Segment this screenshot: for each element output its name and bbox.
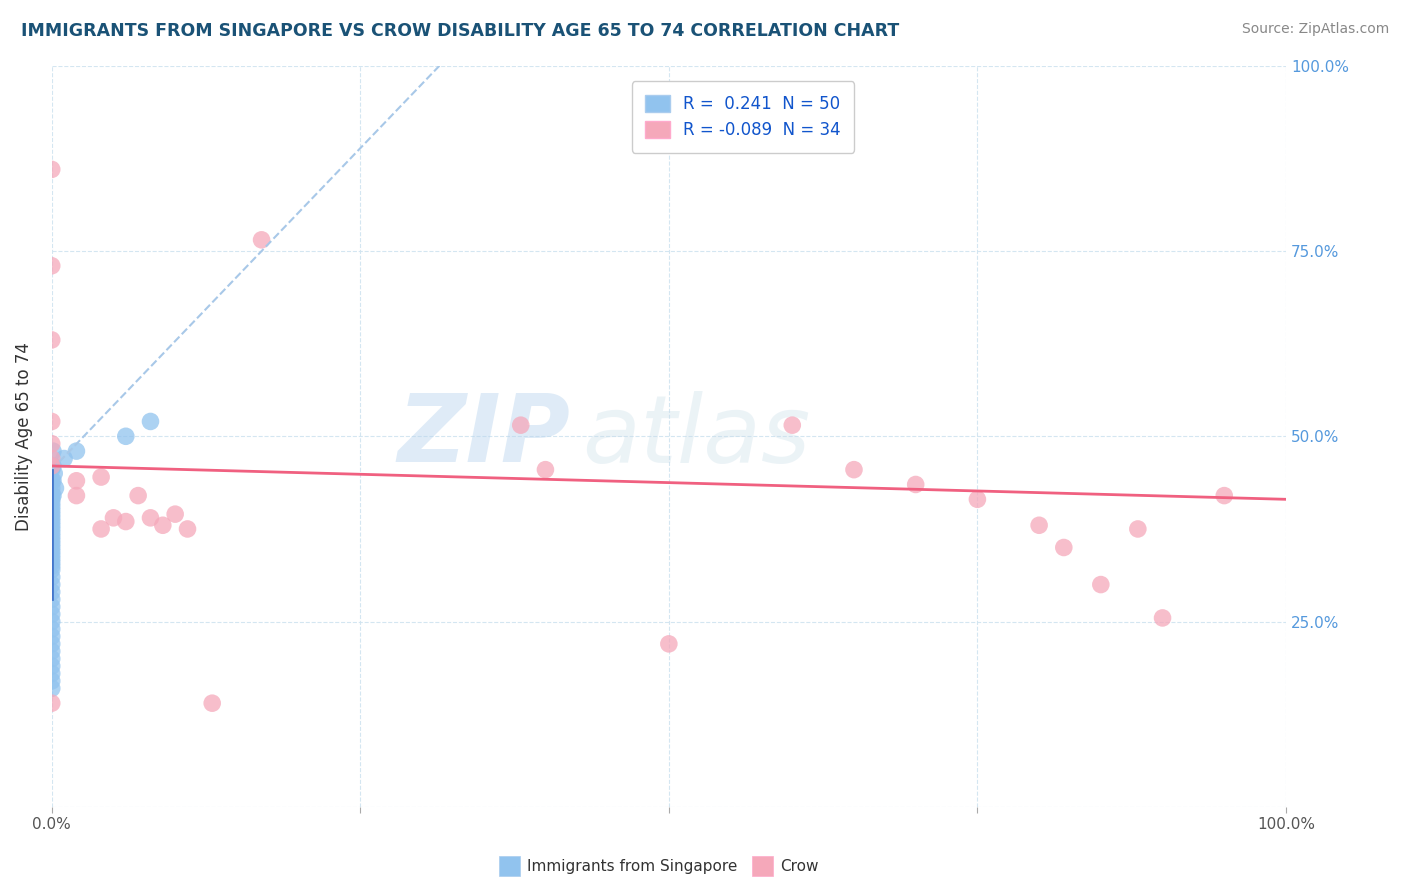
Point (41, 515, 63, 529)
Point (41, 541, 63, 555)
Text: Immigrants from Singapore: Immigrants from Singapore (527, 859, 738, 873)
Point (44, 467, 66, 481)
Text: Crow: Crow (780, 859, 818, 873)
Point (114, 429, 136, 443)
Point (65, 444, 87, 458)
Point (1053, 541, 1076, 555)
Point (1090, 577, 1112, 591)
Point (41, 559, 63, 574)
Point (41, 496, 63, 510)
Point (41, 518, 63, 533)
Point (1126, 522, 1149, 536)
Point (41, 585, 63, 599)
Point (41, 522, 63, 536)
Y-axis label: Disability Age 65 to 74: Disability Age 65 to 74 (15, 342, 32, 531)
Point (201, 696, 224, 710)
Point (41, 599, 63, 614)
Point (41, 529, 63, 543)
Point (250, 233, 273, 247)
Point (41, 696, 63, 710)
Point (1213, 489, 1236, 503)
Point (966, 492, 988, 507)
Point (176, 522, 198, 536)
Point (41, 537, 63, 551)
Point (103, 511, 125, 525)
Point (780, 418, 803, 433)
Point (41, 474, 63, 488)
Point (41, 681, 63, 696)
Point (42, 489, 65, 503)
Point (534, 463, 557, 477)
Point (1028, 518, 1050, 533)
Point (42, 458, 65, 473)
Point (41, 630, 63, 644)
Point (41, 463, 63, 477)
Point (41, 414, 63, 428)
Point (41, 551, 63, 566)
Point (658, 637, 681, 651)
Legend: R =  0.241  N = 50, R = -0.089  N = 34: R = 0.241 N = 50, R = -0.089 N = 34 (631, 81, 855, 153)
Point (114, 515, 136, 529)
Point (41, 492, 63, 507)
Point (65, 489, 87, 503)
Point (90, 522, 112, 536)
Point (41, 458, 63, 473)
Point (41, 673, 63, 688)
Point (41, 637, 63, 651)
Point (41, 511, 63, 525)
Text: ZIP: ZIP (398, 391, 569, 483)
Point (41, 577, 63, 591)
Point (41, 548, 63, 562)
Point (41, 563, 63, 577)
Point (41, 500, 63, 514)
Point (904, 477, 927, 491)
Point (44, 481, 66, 495)
Point (41, 555, 63, 569)
Point (41, 533, 63, 547)
Point (41, 489, 63, 503)
Point (41, 451, 63, 466)
Point (127, 489, 149, 503)
Point (41, 615, 63, 629)
Point (139, 511, 162, 525)
Point (41, 259, 63, 273)
Point (41, 570, 63, 584)
Point (65, 474, 87, 488)
Point (53, 451, 76, 466)
Point (509, 418, 531, 433)
Point (41, 666, 63, 681)
Point (41, 544, 63, 558)
Point (41, 503, 63, 517)
Point (1152, 611, 1174, 625)
Point (42, 474, 65, 488)
Point (41, 607, 63, 622)
Point (165, 507, 187, 521)
Point (41, 162, 63, 177)
Text: IMMIGRANTS FROM SINGAPORE VS CROW DISABILITY AGE 65 TO 74 CORRELATION CHART: IMMIGRANTS FROM SINGAPORE VS CROW DISABI… (21, 22, 900, 40)
Point (41, 436, 63, 450)
Point (842, 463, 865, 477)
Point (41, 651, 63, 665)
Point (41, 659, 63, 673)
Point (139, 414, 162, 428)
Point (41, 481, 63, 495)
Point (41, 333, 63, 347)
Point (42, 444, 65, 458)
Text: atlas: atlas (582, 391, 811, 482)
Point (41, 525, 63, 540)
Point (41, 507, 63, 521)
Point (90, 470, 112, 484)
Point (41, 592, 63, 607)
Point (152, 518, 174, 533)
Text: Source: ZipAtlas.com: Source: ZipAtlas.com (1241, 22, 1389, 37)
Point (41, 622, 63, 636)
Point (41, 644, 63, 658)
